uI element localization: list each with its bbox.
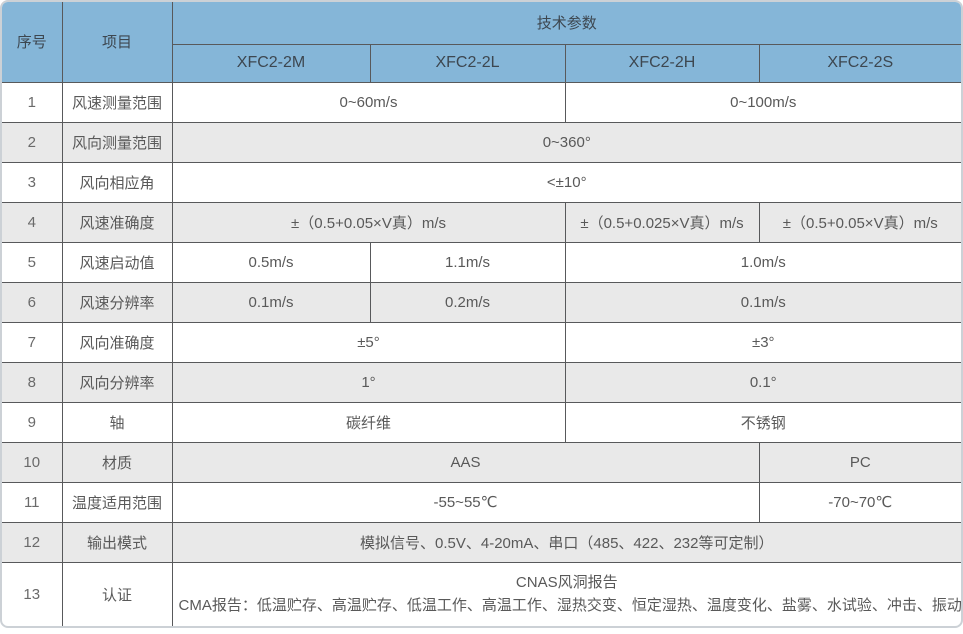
value-cell: PC [758,441,961,483]
row-number: 9 [2,401,63,443]
row-number: 2 [2,121,63,163]
value-cell: 1.0m/s [564,241,961,283]
header-tech-params: 技术参数 [171,2,961,45]
row-item-label: 风向分辨率 [61,361,173,403]
value-cell: 1.1m/s [369,241,566,283]
value-cell: 0.1m/s [564,281,961,323]
value-cell: ±（0.5+0.05×V真）m/s [171,201,566,243]
table-row: 2 风向测量范围 0~360° [2,121,961,163]
value-cell: 0.1° [564,361,961,403]
row-number: 12 [2,521,63,563]
row-number: 10 [2,441,63,483]
table-row: 10 材质 AAS PC [2,441,961,483]
row-number: 5 [2,241,63,283]
header-model-xfc2-2s: XFC2-2S [758,43,961,83]
table-row: 3 风向相应角 <±10° [2,161,961,203]
value-cell: -70~70℃ [758,481,961,523]
value-cell: -55~55℃ [171,481,760,523]
row-item-label: 风速准确度 [61,201,173,243]
table-row: 12 输出模式 模拟信号、0.5V、4-20mA、串口（485、422、232等… [2,521,961,563]
header-model-xfc2-2l: XFC2-2L [369,43,566,83]
row-item-label: 风速分辨率 [61,281,173,323]
row-item-label: 轴 [61,401,173,443]
value-cell: ±（0.5+0.025×V真）m/s [564,201,760,243]
table-row: 1 风速测量范围 0~60m/s 0~100m/s [2,81,961,123]
table-row: 8 风向分辨率 1° 0.1° [2,361,961,403]
row-number: 7 [2,321,63,363]
value-cell: 模拟信号、0.5V、4-20mA、串口（485、422、232等可定制） [171,521,961,563]
value-cell: <±10° [171,161,961,203]
row-number: 13 [2,561,63,626]
table-row: 13 认证 CNAS风洞报告 CMA报告：低温贮存、高温贮存、低温工作、高温工作… [2,561,962,626]
header-col-no: 序号 [2,2,63,83]
row-item-label: 风向相应角 [61,161,173,203]
value-cell: 0~60m/s [171,81,566,123]
row-item-label: 风向准确度 [61,321,173,363]
value-cell: 1° [171,361,566,403]
row-number: 1 [2,81,63,123]
value-cell: ±（0.5+0.05×V真）m/s [758,201,961,243]
row-item-label: 风速启动值 [61,241,173,283]
table-row: 5 风速启动值 0.5m/s 1.1m/s 1.0m/s [2,241,961,283]
row-number: 6 [2,281,63,323]
certification-line-1: CNAS风洞报告 [515,574,618,591]
value-cell: ±3° [564,321,961,363]
value-cell: 碳纤维 [171,401,566,443]
value-cell: CNAS风洞报告 CMA报告：低温贮存、高温贮存、低温工作、高温工作、湿热交变、… [171,561,962,626]
value-cell: 0.5m/s [171,241,371,283]
table-row: 4 风速准确度 ±（0.5+0.05×V真）m/s ±（0.5+0.025×V真… [2,201,961,243]
table-row: 9 轴 碳纤维 不锈钢 [2,401,961,443]
table-row: 11 温度适用范围 -55~55℃ -70~70℃ [2,481,961,523]
value-cell: 0.1m/s [171,281,371,323]
value-cell: 0~360° [171,121,961,163]
row-number: 8 [2,361,63,403]
header-col-item: 项目 [61,2,173,83]
row-number: 3 [2,161,63,203]
table-row: 7 风向准确度 ±5° ±3° [2,321,961,363]
row-item-label: 材质 [61,441,173,483]
row-item-label: 认证 [61,561,173,626]
value-cell: 不锈钢 [564,401,961,443]
row-number: 4 [2,201,63,243]
value-cell: ±5° [171,321,566,363]
table-row: 6 风速分辨率 0.1m/s 0.2m/s 0.1m/s [2,281,961,323]
value-cell: 0.2m/s [369,281,566,323]
row-item-label: 风向测量范围 [61,121,173,163]
row-item-label: 输出模式 [61,521,173,563]
value-cell: AAS [171,441,760,483]
certification-line-2: CMA报告：低温贮存、高温贮存、低温工作、高温工作、湿热交变、恒定湿热、温度变化… [178,597,962,615]
row-item-label: 温度适用范围 [61,481,173,523]
header-model-xfc2-2m: XFC2-2M [172,43,371,83]
row-number: 11 [2,481,63,523]
row-item-label: 风速测量范围 [61,81,173,123]
value-cell: 0~100m/s [564,81,961,123]
header-model-xfc2-2h: XFC2-2H [564,43,760,83]
